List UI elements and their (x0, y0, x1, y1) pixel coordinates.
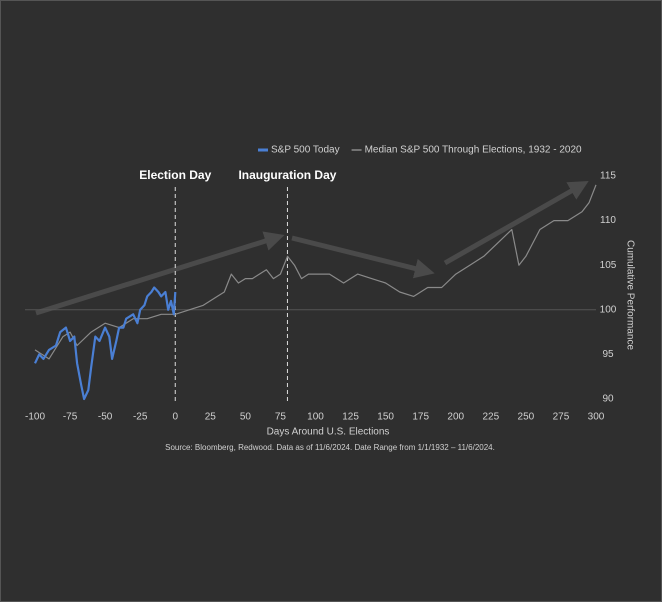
x-tick-label: 200 (447, 412, 464, 423)
x-tick-label: -75 (63, 412, 78, 423)
x-tick-label: 150 (377, 412, 394, 423)
x-tick-label: -100 (25, 412, 45, 423)
annotation-label: Election Day (139, 168, 211, 182)
legend-label: S&P 500 Today (271, 145, 340, 156)
x-tick-label: 300 (588, 412, 605, 423)
x-tick-label: 0 (172, 412, 178, 423)
x-tick-label: 100 (307, 412, 324, 423)
x-tick-label: 175 (412, 412, 429, 423)
y-tick-label: 90 (602, 394, 614, 405)
legend: S&P 500 Today Median S&P 500 Through Elec… (258, 145, 582, 156)
y-tick-label: 95 (602, 349, 614, 360)
x-tick-label: 125 (342, 412, 359, 423)
trend-arrows (35, 181, 589, 316)
x-tick-label: 25 (205, 412, 217, 423)
y-tick-label: 115 (600, 171, 616, 182)
x-tick-label: 250 (518, 412, 535, 423)
x-tick-label: 50 (240, 412, 252, 423)
annotation-label: Inauguration Day (238, 168, 336, 182)
x-tick-label: 75 (275, 412, 287, 423)
legend-label: Median S&P 500 Through Elections, 1932 -… (365, 145, 582, 156)
y-tick-label: 110 (600, 215, 616, 226)
series-line (34, 286, 177, 401)
x-tick-label: -50 (98, 412, 113, 423)
source-note: Source: Bloomberg, Redwood. Data as of 1… (165, 443, 495, 452)
x-axis-label: Days Around U.S. Elections (267, 427, 390, 438)
x-tick-label: 225 (482, 412, 499, 423)
y-axis-label: Cumulative Performance (624, 240, 635, 350)
y-tick-label: 100 (600, 304, 617, 315)
x-tick-label: 275 (553, 412, 570, 423)
y-tick-label: 105 (600, 260, 617, 271)
x-tick-label: -25 (133, 412, 148, 423)
